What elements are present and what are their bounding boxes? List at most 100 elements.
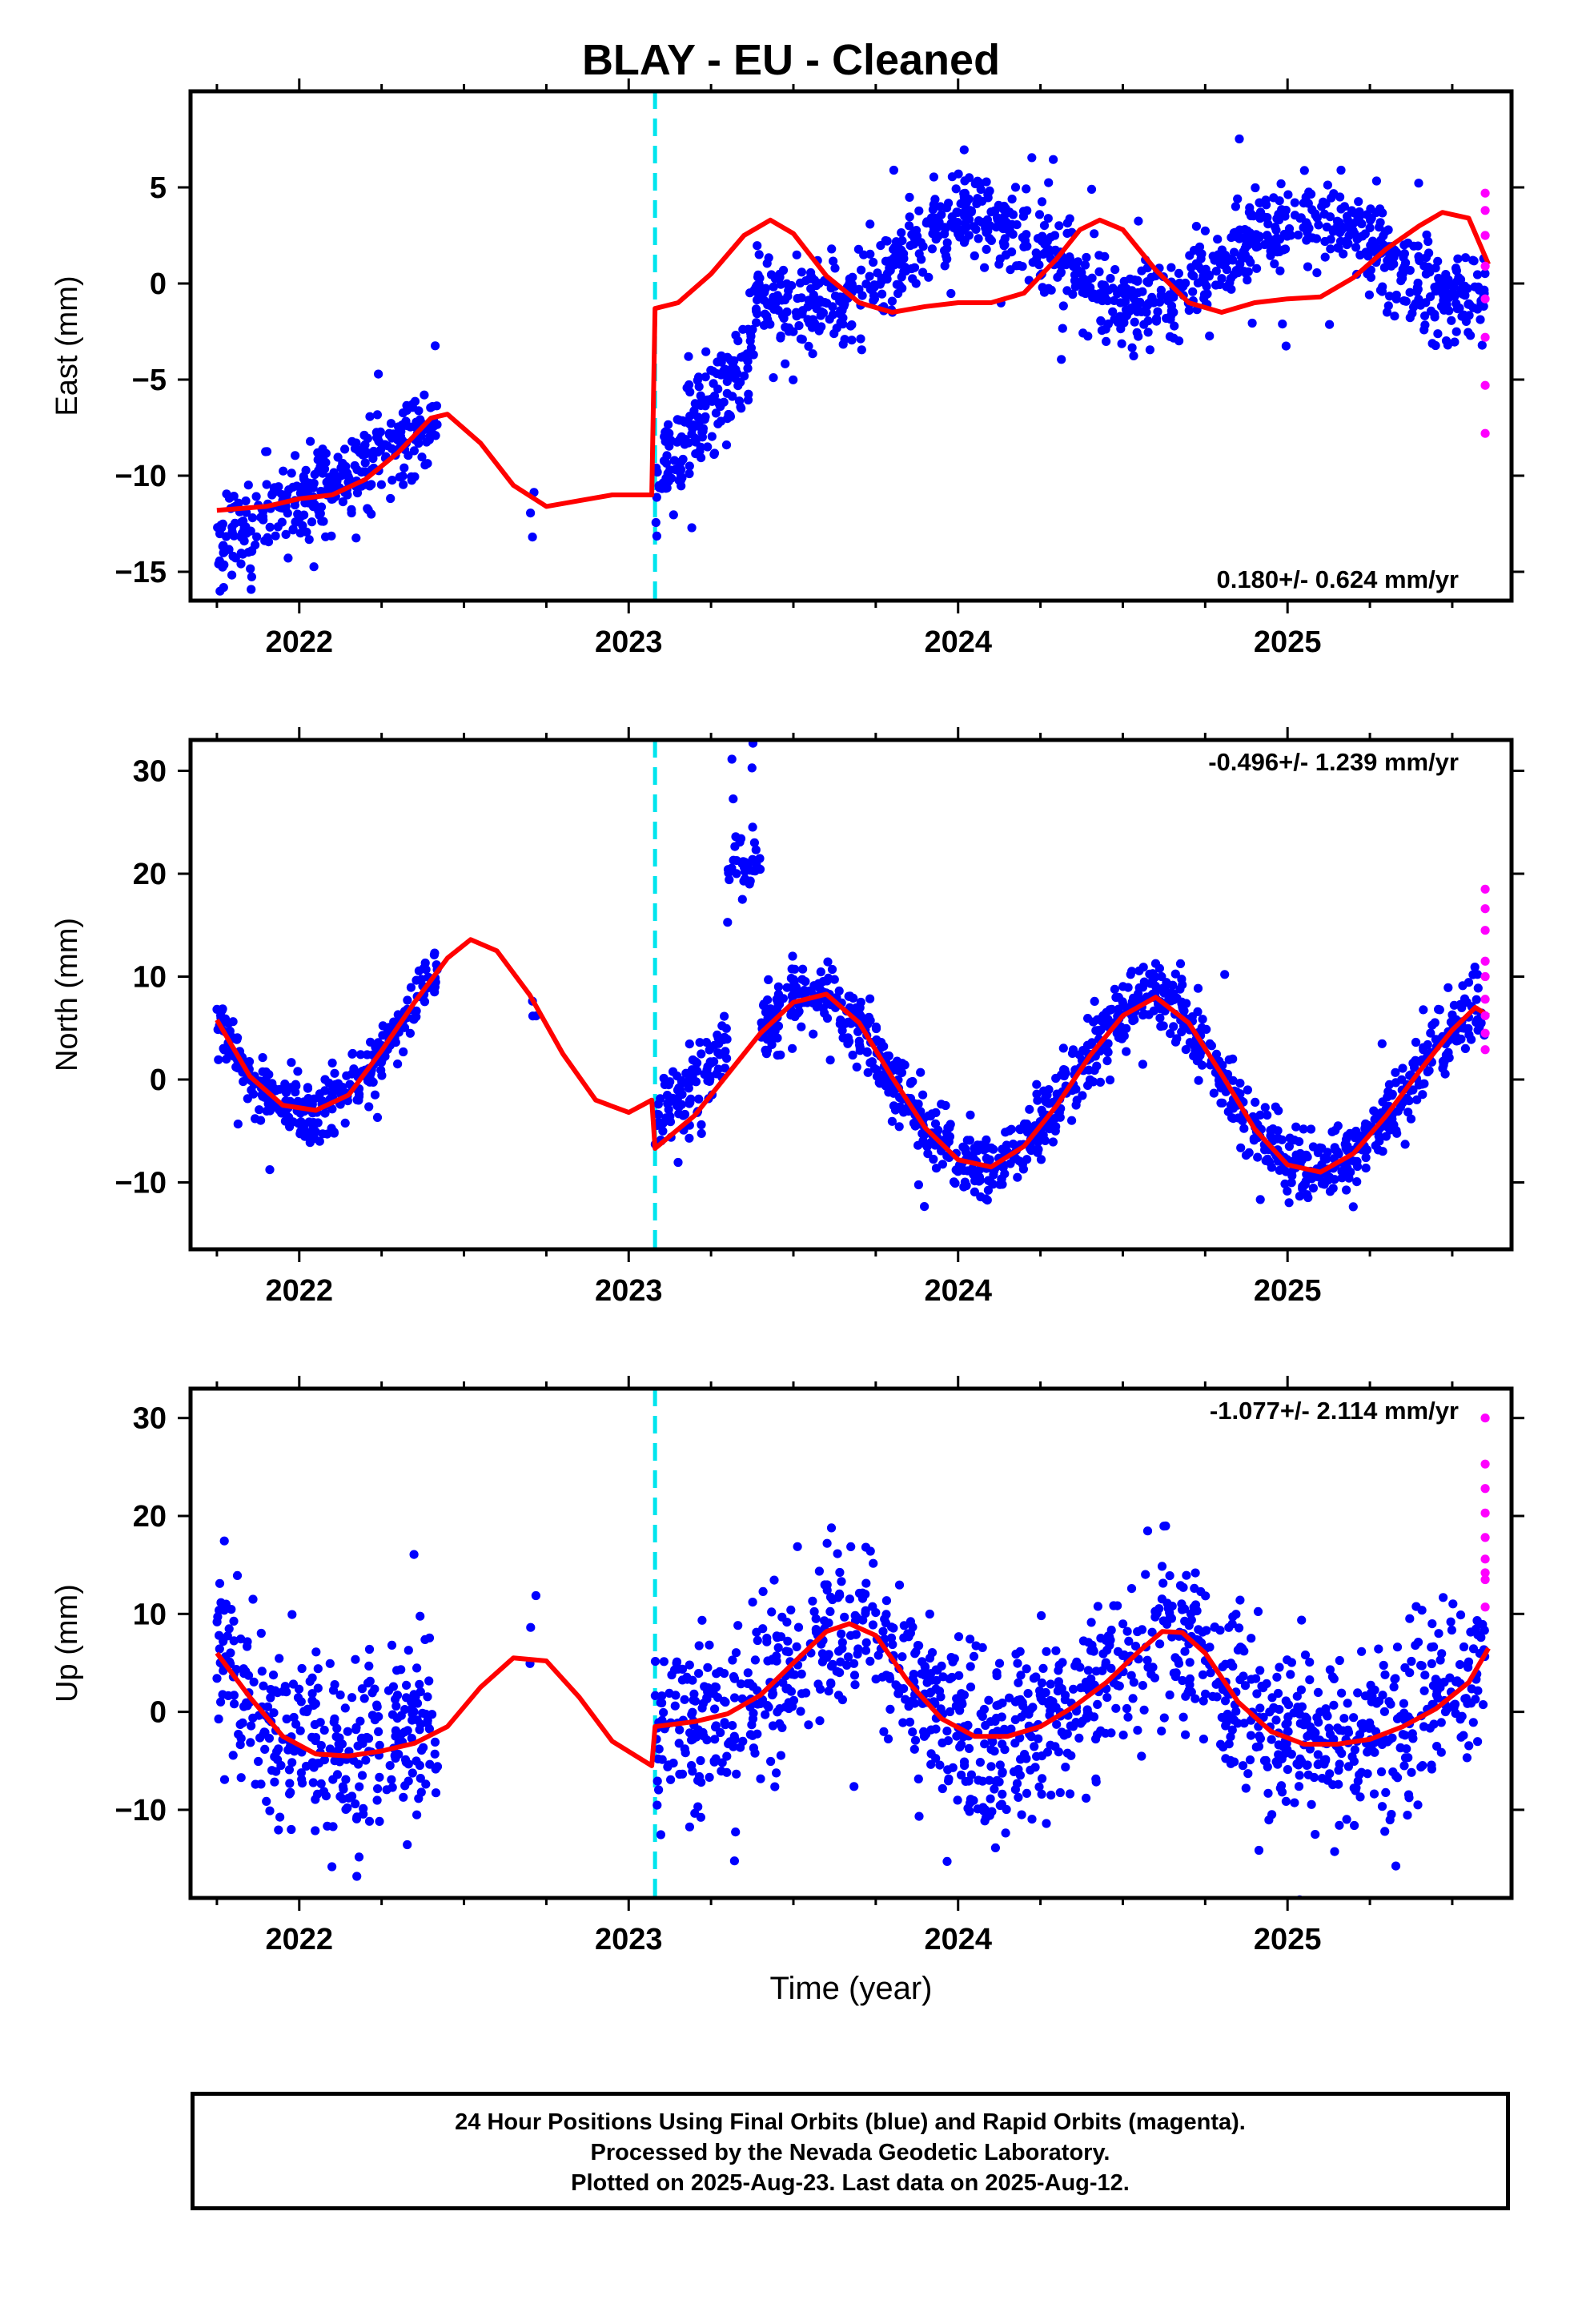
- final-point: [838, 1033, 848, 1043]
- final-point: [214, 1714, 223, 1724]
- final-point: [528, 533, 537, 542]
- rapid-point: [1480, 1533, 1490, 1542]
- final-point: [762, 259, 772, 268]
- final-point: [1018, 1164, 1028, 1174]
- final-point: [1329, 1674, 1339, 1683]
- final-point: [748, 324, 757, 335]
- final-point: [703, 442, 713, 452]
- final-point: [711, 1723, 721, 1732]
- final-point: [299, 1707, 309, 1716]
- final-point: [213, 1612, 223, 1622]
- final-point: [1337, 1748, 1347, 1759]
- final-point: [1193, 983, 1203, 993]
- final-point: [687, 523, 697, 533]
- final-point: [909, 1744, 919, 1754]
- final-point: [778, 994, 789, 1003]
- final-point: [795, 278, 805, 287]
- final-point: [709, 448, 720, 458]
- final-point: [1275, 196, 1284, 206]
- final-point: [1220, 1696, 1231, 1706]
- final-point: [1392, 1642, 1403, 1652]
- final-point: [347, 1693, 357, 1703]
- final-point: [1419, 1079, 1429, 1088]
- final-point: [822, 1652, 832, 1663]
- final-point: [965, 173, 974, 183]
- final-point: [960, 1177, 970, 1187]
- final-point: [416, 1787, 426, 1797]
- final-point: [1335, 192, 1345, 202]
- final-point: [743, 1668, 753, 1678]
- final-point: [984, 1695, 994, 1705]
- final-point: [1051, 1646, 1061, 1655]
- final-point: [265, 1165, 275, 1175]
- final-point: [351, 438, 361, 448]
- final-point: [296, 1768, 306, 1778]
- final-point: [1314, 220, 1323, 230]
- final-point: [247, 585, 256, 594]
- final-point: [246, 564, 255, 573]
- final-point: [976, 1192, 986, 1202]
- final-point: [673, 1664, 683, 1674]
- final-point: [1022, 230, 1031, 239]
- final-point: [863, 1068, 873, 1077]
- final-point: [1416, 299, 1426, 308]
- final-point: [998, 215, 1007, 224]
- final-point: [355, 1782, 364, 1791]
- final-point: [685, 461, 694, 471]
- final-point: [1027, 1815, 1037, 1824]
- final-point: [675, 435, 685, 444]
- final-point: [358, 450, 367, 460]
- final-point: [1002, 1140, 1011, 1150]
- final-point: [347, 508, 356, 518]
- final-point: [241, 496, 251, 506]
- final-point: [1014, 1792, 1023, 1802]
- final-point: [291, 1080, 300, 1089]
- final-point: [1437, 1649, 1447, 1659]
- final-point: [283, 509, 292, 518]
- final-point: [1049, 155, 1058, 164]
- rapid-point: [1480, 1568, 1490, 1578]
- final-point: [1270, 259, 1279, 269]
- final-point: [729, 1742, 738, 1751]
- final-point: [951, 184, 961, 194]
- final-point: [1255, 233, 1264, 243]
- final-point: [733, 381, 743, 391]
- final-point: [376, 480, 386, 489]
- final-point: [793, 1622, 804, 1632]
- final-point: [824, 1687, 833, 1696]
- final-point: [681, 1748, 690, 1758]
- final-point: [359, 430, 369, 440]
- final-point: [652, 531, 662, 541]
- final-point: [311, 1795, 320, 1804]
- final-point: [680, 1109, 690, 1120]
- final-point: [399, 1047, 408, 1057]
- final-point: [1273, 1688, 1283, 1699]
- final-point: [1221, 1659, 1231, 1669]
- final-point: [773, 1633, 782, 1642]
- final-point: [1167, 1632, 1177, 1642]
- final-point: [400, 1023, 410, 1032]
- final-point: [1339, 1170, 1348, 1180]
- final-point: [340, 1118, 350, 1128]
- final-point: [1157, 971, 1166, 982]
- final-point: [694, 372, 704, 382]
- final-point: [319, 1787, 329, 1796]
- final-point: [1325, 1769, 1335, 1779]
- final-point: [694, 1641, 704, 1651]
- final-point: [1082, 1793, 1091, 1803]
- final-point: [764, 1703, 773, 1712]
- final-point: [323, 1821, 332, 1831]
- final-point: [816, 297, 825, 307]
- final-point: [1389, 252, 1399, 262]
- final-point: [1054, 221, 1064, 231]
- final-point: [931, 1164, 942, 1173]
- final-point: [731, 1648, 741, 1658]
- final-point: [921, 1729, 931, 1739]
- final-point: [375, 1816, 384, 1826]
- final-point: [1086, 184, 1097, 194]
- final-point: [694, 1094, 704, 1104]
- final-point: [925, 1609, 934, 1619]
- final-point: [215, 1644, 224, 1654]
- final-point: [1145, 345, 1154, 355]
- final-point: [1042, 1747, 1053, 1757]
